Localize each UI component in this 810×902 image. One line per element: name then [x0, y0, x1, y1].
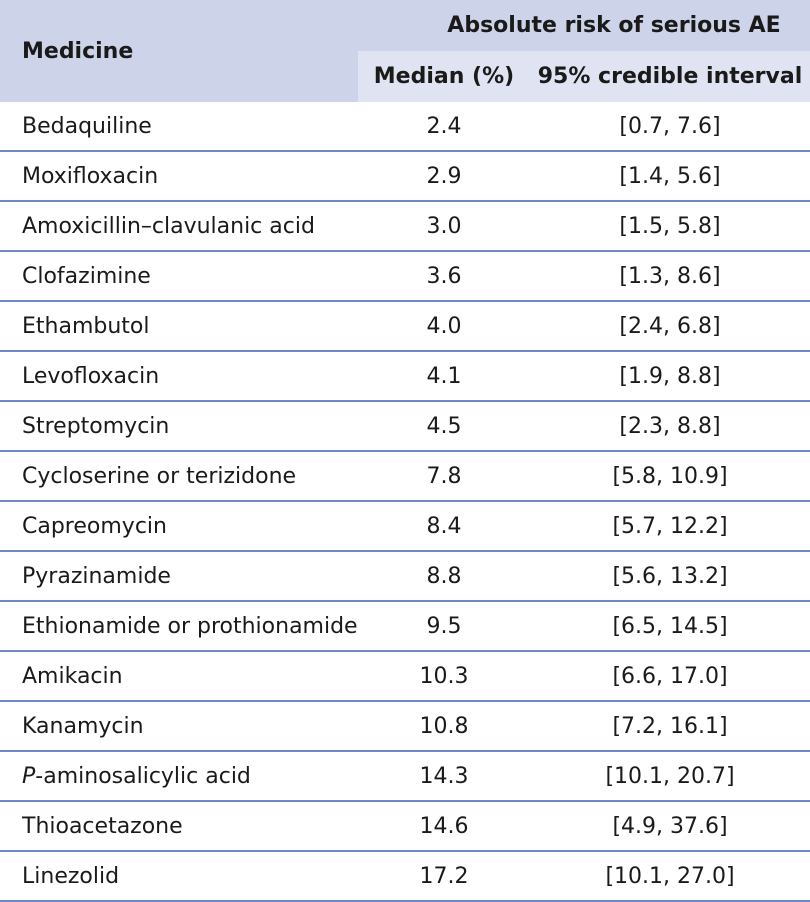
median-value: 3.0 — [358, 201, 530, 252]
median-value: 3.6 — [358, 251, 530, 302]
credible-interval-value: [5.7, 12.2] — [530, 501, 810, 552]
medicine-name: Thioacetazone — [0, 801, 358, 852]
table-row: Moxifloxacin 2.9 [1.4, 5.6] — [0, 151, 810, 202]
median-value: 10.3 — [358, 651, 530, 702]
table-row: Amoxicillin–clavulanic acid 3.0 [1.5, 5.8] — [0, 201, 810, 252]
credible-interval-value: [2.4, 6.8] — [530, 301, 810, 352]
median-value: 14.3 — [358, 751, 530, 802]
credible-interval-value: [5.6, 13.2] — [530, 551, 810, 602]
medicine-name: Kanamycin — [0, 701, 358, 752]
credible-interval-value: [10.1, 20.7] — [530, 751, 810, 802]
median-value: 2.9 — [358, 151, 530, 202]
credible-interval-value: [4.9, 37.6] — [530, 801, 810, 852]
credible-interval-value: [10.1, 27.0] — [530, 851, 810, 902]
table-header: Medicine Absolute risk of serious AE Med… — [0, 0, 810, 102]
header-absolute-risk: Absolute risk of serious AE — [358, 0, 810, 51]
table-row: Ethambutol 4.0 [2.4, 6.8] — [0, 301, 810, 352]
medicine-name: P-aminosalicylic acid — [0, 751, 358, 802]
credible-interval-value: [0.7, 7.6] — [530, 102, 810, 152]
table-row: Linezolid 17.2 [10.1, 27.0] — [0, 851, 810, 902]
median-value: 4.1 — [358, 351, 530, 402]
table-row: Kanamycin 10.8 [7.2, 16.1] — [0, 701, 810, 752]
credible-interval-value: [7.2, 16.1] — [530, 701, 810, 752]
median-value: 4.5 — [358, 401, 530, 452]
credible-interval-value: [1.5, 5.8] — [530, 201, 810, 252]
credible-interval-value: [6.5, 14.5] — [530, 601, 810, 652]
median-value: 9.5 — [358, 601, 530, 652]
header-medicine: Medicine — [0, 0, 358, 102]
medicine-name: Pyrazinamide — [0, 551, 358, 602]
header-credible-interval: 95% credible interval — [530, 51, 810, 102]
median-value: 4.0 — [358, 301, 530, 352]
credible-interval-value: [1.3, 8.6] — [530, 251, 810, 302]
medicine-name: Ethambutol — [0, 301, 358, 352]
credible-interval-value: [6.6, 17.0] — [530, 651, 810, 702]
table-body: Bedaquiline 2.4 [0.7, 7.6] Moxifloxacin 2.9[… — [0, 102, 810, 902]
credible-interval-value: [5.8, 10.9] — [530, 451, 810, 502]
medicine-name: Cycloserine or terizidone — [0, 451, 358, 502]
medicine-name: Moxifloxacin — [0, 151, 358, 202]
table-row: Clofazimine 3.6 [1.3, 8.6] — [0, 251, 810, 302]
table-row: Pyrazinamide 8.8 [5.6, 13.2] — [0, 551, 810, 602]
medicine-name: Amoxicillin–clavulanic acid — [0, 201, 358, 252]
medicine-name: Streptomycin — [0, 401, 358, 452]
median-value: 7.8 — [358, 451, 530, 502]
table-row: Amikacin 10.3 [6.6, 17.0] — [0, 651, 810, 702]
medicine-name: Clofazimine — [0, 251, 358, 302]
medicine-name: Amikacin — [0, 651, 358, 702]
table-row: Ethionamide or prothionamide 9.5 [6.5, 14.… — [0, 601, 810, 652]
credible-interval-value: [1.4, 5.6] — [530, 151, 810, 202]
table-row: P-aminosalicylic acid 14.3 [10.1, 20.7] — [0, 751, 810, 802]
medicine-name: Linezolid — [0, 851, 358, 902]
credible-interval-value: [2.3, 8.8] — [530, 401, 810, 452]
median-value: 2.4 — [358, 102, 530, 152]
table-row: Levofloxacin 4.1 [1.9, 8.8] — [0, 351, 810, 402]
table-row: Cycloserine or terizidone 7.8 [5.8, 10.9] — [0, 451, 810, 502]
medicine-name: Ethionamide or prothionamide — [0, 601, 358, 652]
median-value: 8.4 — [358, 501, 530, 552]
medicine-name: Bedaquiline — [0, 102, 358, 152]
table-row: Thioacetazone 14.6 [4.9, 37.6] — [0, 801, 810, 852]
medicine-name: Capreomycin — [0, 501, 358, 552]
median-value: 8.8 — [358, 551, 530, 602]
table-row: Streptomycin 4.5 [2.3, 8.8] — [0, 401, 810, 452]
header-median: Median (%) — [358, 51, 530, 102]
table-row: Bedaquiline 2.4 [0.7, 7.6] — [0, 102, 810, 152]
median-value: 17.2 — [358, 851, 530, 902]
median-value: 10.8 — [358, 701, 530, 752]
credible-interval-value: [1.9, 8.8] — [530, 351, 810, 402]
median-value: 14.6 — [358, 801, 530, 852]
table-row: Capreomycin 8.4 [5.7, 12.2] — [0, 501, 810, 552]
medicine-name: Levofloxacin — [0, 351, 358, 402]
